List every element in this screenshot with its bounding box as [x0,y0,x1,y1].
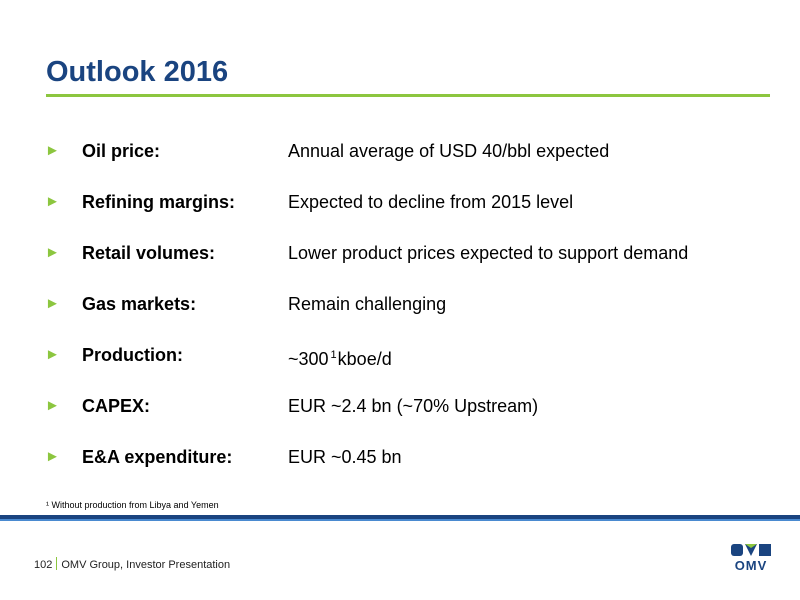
item-value: Remain challenging [288,294,447,314]
footer-band-light [0,519,800,521]
footer-band-dark [0,515,800,519]
list-item-production: ► Production: ~300 1kboe/d [0,340,800,370]
footnote-marker: 1 [330,349,337,361]
omv-logo-mark-icon [731,544,771,556]
item-value: Lower product prices expected to support… [288,243,689,263]
footer-text: OMV Group, Investor Presentation [61,559,231,571]
item-value: ~300 1kboe/d [288,340,392,374]
item-label: Refining margins: [82,192,236,212]
bullet-arrow-icon: ► [45,397,60,414]
bullet-arrow-icon: ► [45,244,60,261]
footer-divider [56,557,58,570]
footnote: ¹ Without production from Libya and Yeme… [46,500,219,510]
item-label: Gas markets: [82,294,197,314]
list-item-retail-volumes: ► Retail volumes: Lower product prices e… [0,238,800,268]
item-value: EUR ~2.4 bn (~70% Upstream) [288,396,539,416]
item-label: Production: [82,345,183,365]
list-item-gas-markets: ► Gas markets: Remain challenging [0,289,800,319]
list-item-oil-price: ► Oil price: Annual average of USD 40/bb… [0,136,800,166]
item-value: EUR ~0.45 bn [288,447,402,467]
list-item-ea-expenditure: ► E&A expenditure: EUR ~0.45 bn [0,442,800,472]
production-amount: ~300 [288,349,329,369]
item-label: CAPEX: [82,396,151,416]
omv-logo: OMV [730,543,772,575]
bullet-arrow-icon: ► [45,142,60,159]
slide-title: Outlook 2016 [46,56,229,88]
bullet-arrow-icon: ► [45,295,60,312]
item-label: Oil price: [82,141,161,161]
item-value: Expected to decline from 2015 level [288,192,574,212]
bullet-arrow-icon: ► [45,448,60,465]
bullet-arrow-icon: ► [45,193,60,210]
item-label: Retail volumes: [82,243,216,263]
list-item-refining-margins: ► Refining margins: Expected to decline … [0,187,800,217]
page-number: 102 [34,559,53,571]
item-label: E&A expenditure: [82,447,233,467]
footer: 102 OMV Group, Investor Presentation [34,557,230,571]
item-value: Annual average of USD 40/bbl expected [288,141,610,161]
omv-logo-text: OMV [734,558,768,573]
list-item-capex: ► CAPEX: EUR ~2.4 bn (~70% Upstream) [0,391,800,421]
title-underline [46,94,770,97]
production-unit: kboe/d [337,349,392,369]
bullet-arrow-icon: ► [45,346,60,363]
